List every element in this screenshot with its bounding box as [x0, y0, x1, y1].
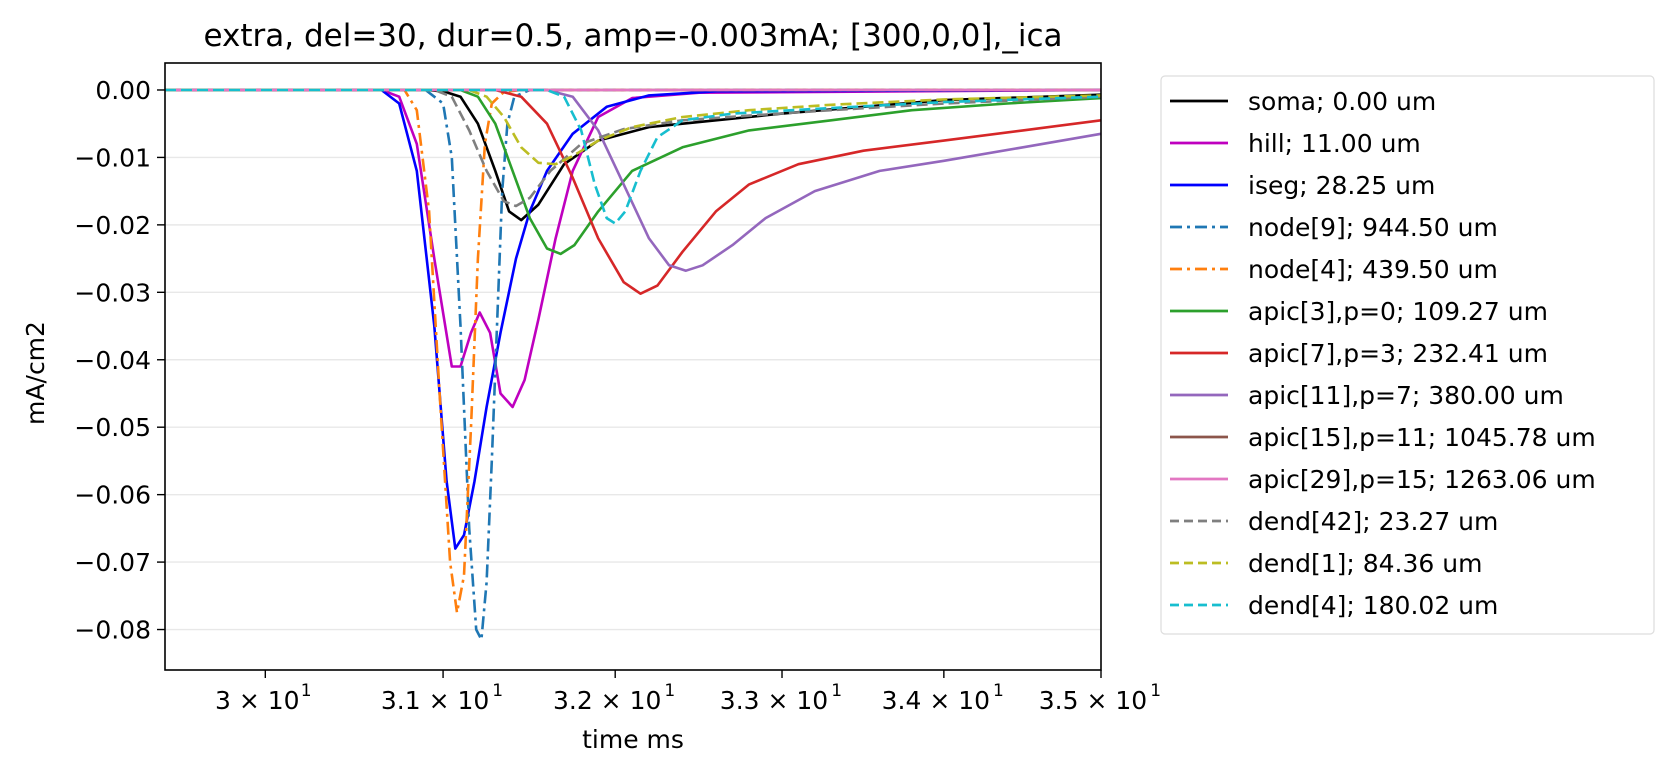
legend-label: apic[7],p=3; 232.41 um [1248, 339, 1548, 368]
y-tick-label: −0.07 [74, 548, 151, 577]
legend-label: dend[4]; 180.02 um [1248, 591, 1498, 620]
legend-box [1160, 75, 1655, 635]
y-axis-label: mA/cm2 [21, 321, 50, 425]
chart-title: extra, del=30, dur=0.5, amp=-0.003mA; [3… [203, 18, 1062, 54]
y-tick-label: −0.04 [74, 346, 151, 375]
series-line-4 [165, 88, 1101, 614]
y-tick-label: −0.01 [74, 143, 151, 172]
x-tick-exponent: 1 [301, 681, 312, 701]
series-line-5 [165, 88, 1102, 256]
legend-label: node[4]; 439.50 um [1248, 255, 1498, 284]
y-tick-label: −0.02 [74, 211, 151, 240]
y-tick-label: −0.03 [74, 278, 151, 307]
x-tick-label: 3.4 × 10 [882, 686, 990, 715]
legend-label: hill; 11.00 um [1248, 129, 1421, 158]
x-axis-label: time ms [582, 725, 684, 754]
x-tick-exponent: 1 [492, 681, 503, 701]
series-line-2 [165, 88, 1102, 550]
x-tick-label: 3 × 10 [215, 686, 300, 715]
legend-label: iseg; 28.25 um [1248, 171, 1435, 200]
legend-label: dend[1]; 84.36 um [1248, 549, 1482, 578]
series-line-12 [165, 88, 1102, 225]
legend-label: apic[11],p=7; 380.00 um [1248, 381, 1564, 410]
x-axis-ticks: 3 × 10 1 3.1 × 10 1 3.2 × 10 1 3.3 × 10 1 3.4 × … [215, 670, 1161, 715]
series-lines [165, 88, 1102, 641]
x-tick-exponent: 1 [831, 681, 842, 701]
series-line-6 [165, 88, 1102, 295]
y-axis-ticks: 0.00 −0.01 −0.02 −0.03 −0.04 −0.05 −0.06 −0.07 −… [74, 76, 165, 645]
y-tick-label: −0.05 [74, 413, 151, 442]
legend-label: dend[42]; 23.27 um [1248, 507, 1498, 536]
x-tick-label: 3.5 × 10 [1039, 686, 1147, 715]
x-tick-label: 3.3 × 10 [720, 686, 828, 715]
legend-label: apic[3],p=0; 109.27 um [1248, 297, 1548, 326]
x-tick-label: 3.1 × 10 [381, 686, 489, 715]
legend-label: node[9]; 944.50 um [1248, 213, 1498, 242]
x-tick-exponent: 1 [993, 681, 1004, 701]
legend: soma; 0.00 um hill; 11.00 um iseg; 28.25 u… [1160, 75, 1655, 635]
series-line-0 [165, 88, 1102, 222]
legend-label: soma; 0.00 um [1248, 87, 1436, 116]
x-tick-exponent: 1 [1150, 681, 1161, 701]
legend-label: apic[29],p=15; 1263.06 um [1248, 465, 1596, 494]
series-line-3 [165, 88, 1101, 641]
x-tick-exponent: 1 [664, 681, 675, 701]
y-tick-label: 0.00 [95, 76, 151, 105]
y-tick-label: −0.06 [74, 481, 151, 510]
series-line-10 [165, 88, 1102, 208]
grid-lines [165, 89, 1101, 631]
y-tick-label: −0.08 [74, 616, 151, 645]
x-tick-label: 3.2 × 10 [553, 686, 661, 715]
plot-frame [164, 62, 1102, 671]
series-line-7 [165, 88, 1102, 272]
legend-label: apic[15],p=11; 1045.78 um [1248, 423, 1596, 452]
